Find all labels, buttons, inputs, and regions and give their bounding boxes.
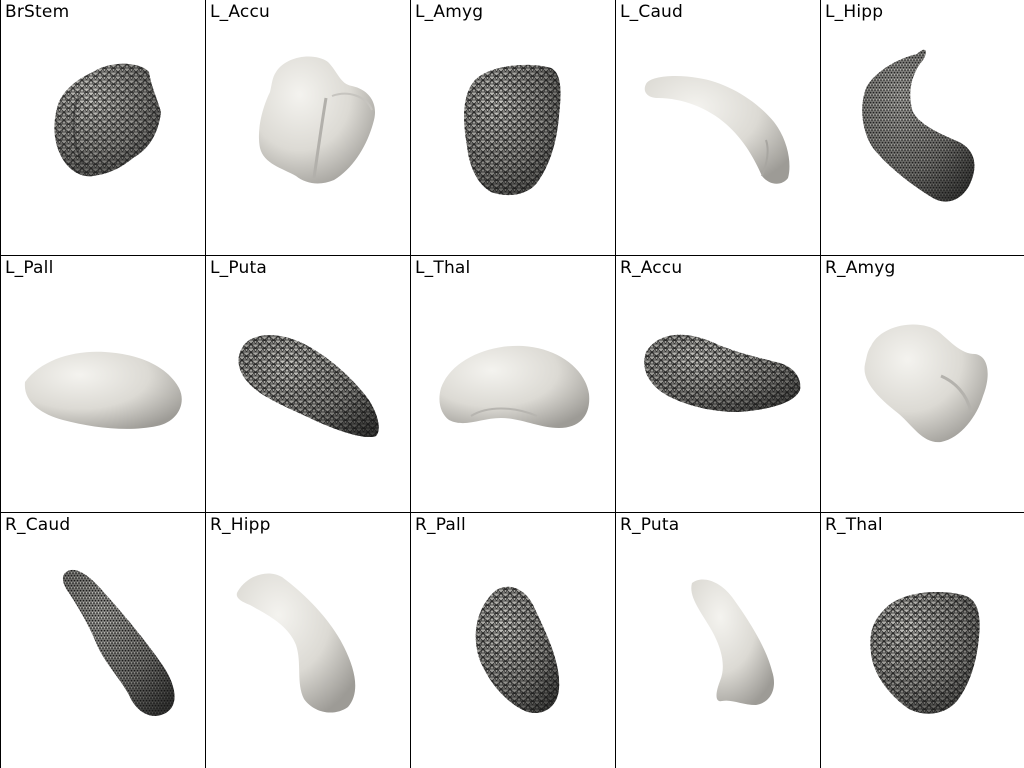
panel-label: L_Pall	[5, 258, 54, 278]
panel-label: BrStem	[5, 2, 70, 22]
brainstem-mesh-icon	[54, 63, 161, 177]
panel-l-accu: L_Accu	[206, 0, 410, 255]
amygdala-mesh-icon	[464, 64, 561, 196]
panel-r-puta: R_Puta	[616, 513, 820, 768]
panel-label: L_Caud	[620, 2, 684, 22]
putamen-mesh-icon	[691, 579, 775, 705]
panel-label: L_Amyg	[415, 2, 484, 22]
panel-l-amyg: L_Amyg	[411, 0, 615, 255]
panel-r-amyg: R_Amyg	[821, 256, 1024, 512]
panel-r-thal: R_Thal	[821, 513, 1024, 768]
panel-label: R_Accu	[620, 258, 683, 278]
panel-l-puta: L_Puta	[206, 256, 410, 512]
putamen-mesh-icon	[238, 335, 379, 438]
hippocampus-mesh-icon	[862, 49, 975, 202]
amygdala-mesh-icon	[864, 324, 988, 443]
pallidum-mesh-icon	[24, 351, 182, 429]
panel-label: R_Puta	[620, 515, 680, 535]
accumbens-mesh-icon	[258, 56, 376, 184]
panel-r-caud: R_Caud	[1, 513, 205, 768]
caudate-mesh-icon	[62, 569, 175, 716]
hippocampus-mesh-icon	[236, 573, 356, 713]
pallidum-mesh-icon	[475, 586, 560, 713]
caudate-mesh-icon	[644, 76, 790, 184]
panel-brstem: BrStem	[1, 0, 205, 255]
panel-label: R_Pall	[415, 515, 466, 535]
panel-label: R_Caud	[5, 515, 71, 535]
panel-r-accu: R_Accu	[616, 256, 820, 512]
panel-r-pall: R_Pall	[411, 513, 615, 768]
panel-l-pall: L_Pall	[1, 256, 205, 512]
thalamus-mesh-icon	[439, 345, 590, 428]
thalamus-mesh-icon	[870, 592, 980, 714]
accumbens-mesh-icon	[644, 334, 801, 412]
panel-l-thal: L_Thal	[411, 256, 615, 512]
panel-l-hipp: L_Hipp	[821, 0, 1024, 255]
panel-label: R_Thal	[825, 515, 883, 535]
panel-label: L_Thal	[415, 258, 471, 278]
panel-label: L_Accu	[210, 2, 270, 22]
panel-label: R_Hipp	[210, 515, 271, 535]
panel-label: L_Hipp	[825, 2, 884, 22]
panel-label: R_Amyg	[825, 258, 896, 278]
panel-label: L_Puta	[210, 258, 267, 278]
panel-r-hipp: R_Hipp	[206, 513, 410, 768]
panel-l-caud: L_Caud	[616, 0, 820, 255]
